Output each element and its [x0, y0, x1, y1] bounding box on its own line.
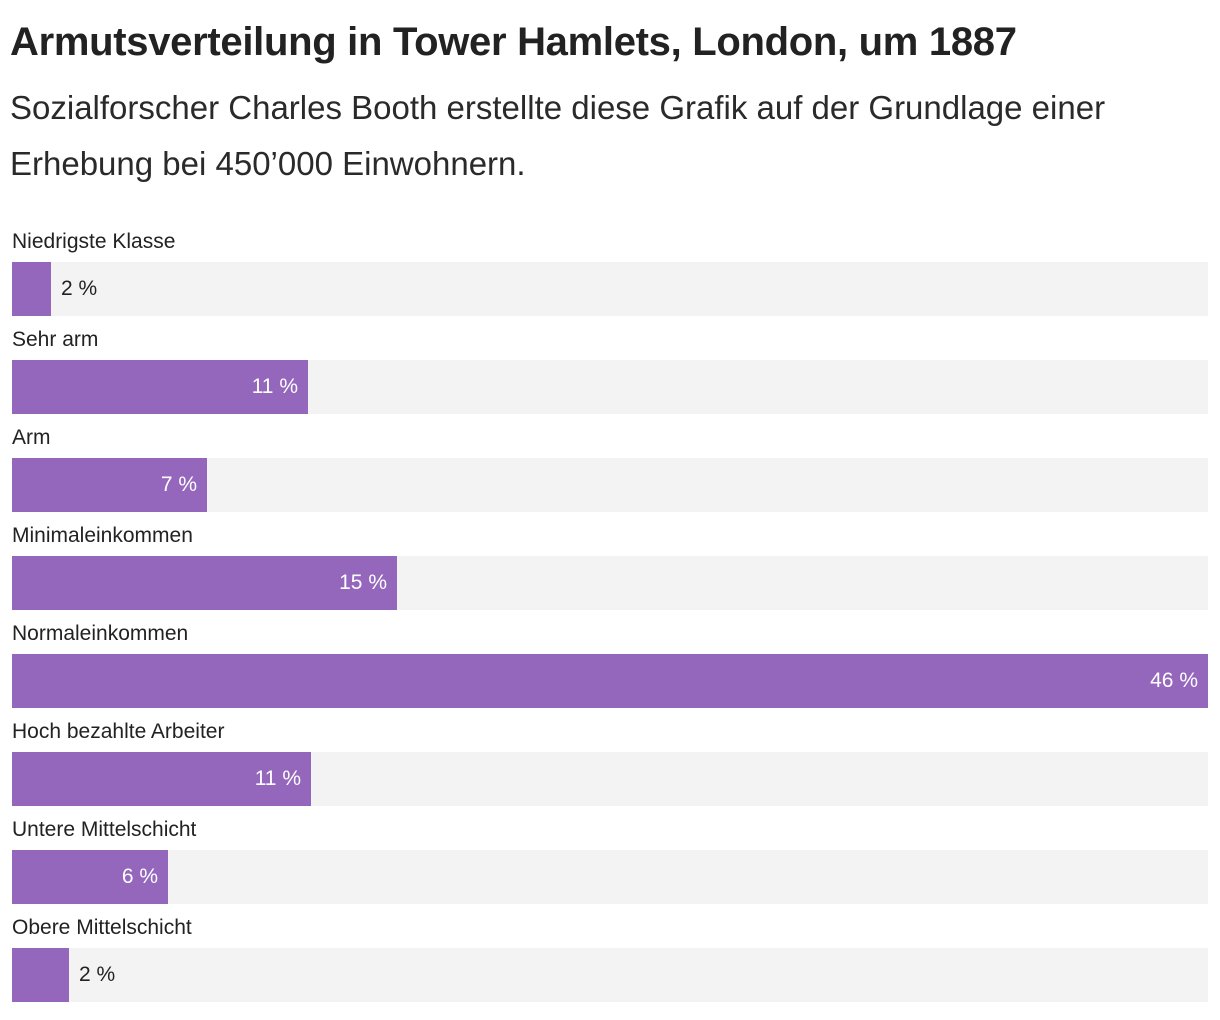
- value-label: 2 %: [61, 277, 98, 300]
- value-label: 6 %: [121, 865, 158, 888]
- bar-track: 7 %: [12, 458, 1208, 512]
- bar-row: Hoch bezahlte Arbeiter 11 %: [12, 716, 1208, 814]
- value-label: 46 %: [1150, 669, 1198, 692]
- bar: [12, 360, 308, 414]
- bar: [12, 948, 69, 1002]
- value-label: 11 %: [254, 767, 301, 790]
- bar-track: 2 %: [12, 948, 1208, 1002]
- category-label: Minimaleinkommen: [12, 524, 193, 547]
- category-label: Untere Mittelschicht: [12, 818, 197, 841]
- chart-title: Armutsverteilung in Tower Hamlets, Londo…: [10, 20, 1017, 64]
- bar-row: Normaleinkommen 46 %: [12, 618, 1208, 716]
- bar-row: Untere Mittelschicht 6 %: [12, 814, 1208, 912]
- bar: [12, 262, 51, 316]
- category-label: Niedrigste Klasse: [12, 230, 176, 253]
- bar-track: 11 %: [12, 752, 1208, 806]
- bar-track: 6 %: [12, 850, 1208, 904]
- bar: [12, 556, 397, 610]
- bar-row: Minimaleinkommen 15 %: [12, 520, 1208, 618]
- value-label: 11 %: [251, 375, 298, 398]
- bar-row: Sehr arm 11 %: [12, 324, 1208, 422]
- bar-track: 2 %: [12, 262, 1208, 316]
- category-label: Normaleinkommen: [12, 622, 189, 645]
- bar-row: Obere Mittelschicht 2 %: [12, 912, 1208, 1010]
- bar-track: 46 %: [12, 654, 1208, 708]
- chart-subtitle: Sozialforscher Charles Booth erstellte d…: [10, 89, 1106, 182]
- bar-row: Arm 7 %: [12, 422, 1208, 520]
- value-label: 7 %: [160, 473, 197, 496]
- bar: [12, 752, 311, 806]
- category-label: Obere Mittelschicht: [12, 916, 192, 939]
- bar: [12, 654, 1208, 708]
- bar-track: 15 %: [12, 556, 1208, 610]
- bar: [12, 458, 207, 512]
- bar: [12, 850, 168, 904]
- bar-track: 11 %: [12, 360, 1208, 414]
- value-label: 2 %: [79, 963, 116, 986]
- category-label: Arm: [12, 426, 51, 449]
- category-label: Sehr arm: [12, 328, 99, 351]
- bar-row: Niedrigste Klasse 2 %: [12, 226, 1208, 324]
- category-label: Hoch bezahlte Arbeiter: [12, 720, 225, 743]
- value-label: 15 %: [339, 571, 387, 594]
- bar-chart: Niedrigste Klasse 2 % Sehr arm 11 % Arm 7 % Mi…: [12, 226, 1208, 1010]
